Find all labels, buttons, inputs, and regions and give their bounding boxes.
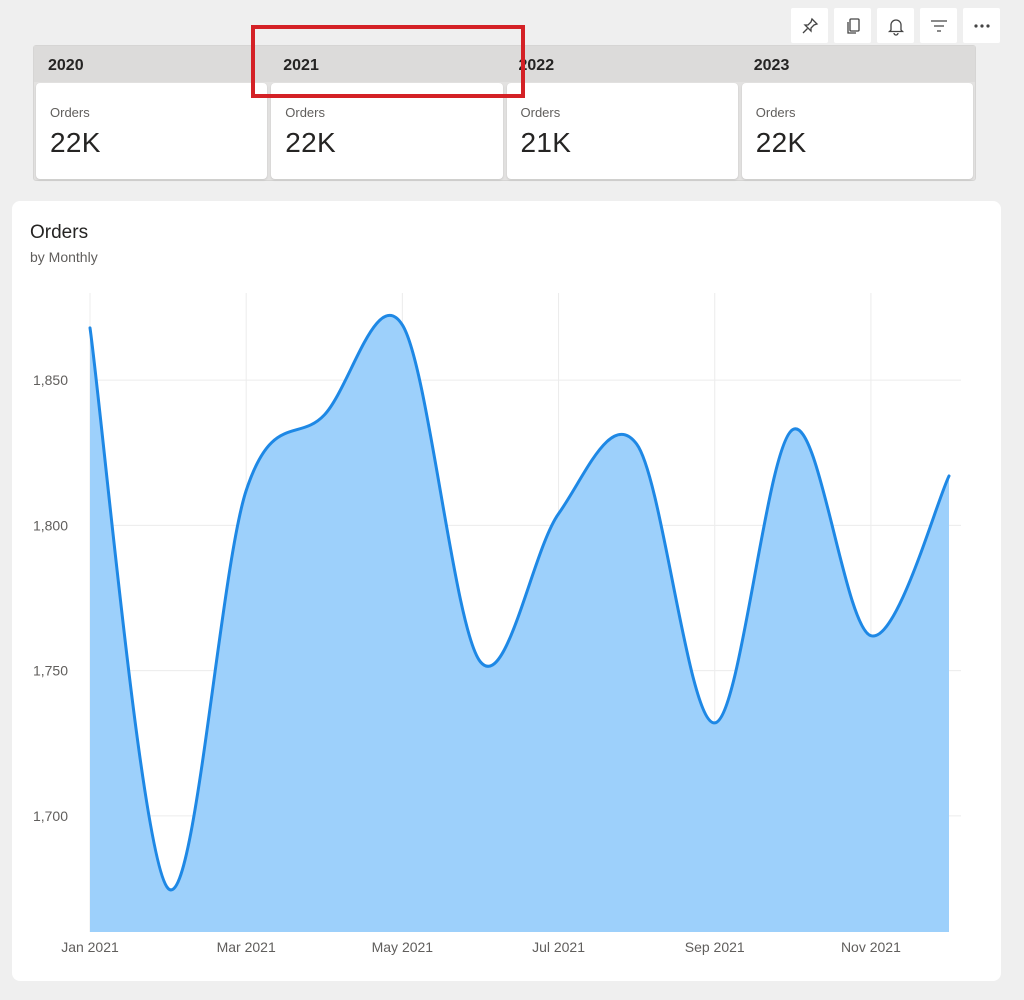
data-point[interactable]	[164, 884, 172, 892]
pin-icon	[802, 17, 818, 33]
orders-chart-panel[interactable]: Orders by Monthly 1,700 1,750 1,800 1,850 Ja…	[12, 201, 1001, 981]
data-point[interactable]	[633, 440, 641, 448]
orders-card[interactable]: Orders 22K	[741, 83, 973, 179]
x-tick-label: Jan 2021	[61, 939, 119, 955]
orders-area-chart[interactable]: 1,700 1,750 1,800 1,850 Jan 2021 Mar 2021 May …	[12, 201, 1001, 981]
y-tick-label: 1,850	[33, 372, 68, 388]
card-label: Orders	[755, 105, 796, 120]
year-panel-2021: 2021 Orders 22K	[269, 46, 505, 180]
orders-card[interactable]: Orders 22K	[36, 83, 268, 179]
x-tick-label: Mar 2021	[217, 939, 276, 955]
year-panel-2023: 2023 Orders 22K	[739, 46, 975, 180]
chart-subtitle: by Monthly	[30, 249, 98, 265]
copy-icon	[846, 17, 860, 34]
x-tick-label: May 2021	[372, 939, 434, 955]
area-fill	[90, 315, 949, 932]
y-tick-label: 1,800	[33, 517, 68, 533]
data-point[interactable]	[789, 426, 797, 434]
data-point[interactable]	[86, 324, 94, 332]
data-point[interactable]	[242, 487, 250, 495]
orders-card[interactable]: Orders 22K	[271, 83, 503, 179]
data-point[interactable]	[320, 411, 328, 419]
x-tick-label: Sep 2021	[685, 939, 745, 955]
more-icon	[973, 23, 990, 28]
pin-button[interactable]	[791, 8, 828, 43]
year-small-multiples: 2020 Orders 22K 2021 Orders 22K 2022 Ord…	[33, 45, 976, 181]
data-point[interactable]	[398, 321, 406, 329]
year-header: 2022	[504, 46, 740, 82]
card-value: 22K	[285, 127, 336, 158]
card-value: 22K	[50, 127, 101, 158]
year-panel-2022: 2022 Orders 21K	[504, 46, 740, 180]
y-tick-label: 1,750	[33, 663, 68, 679]
y-tick-label: 1,700	[33, 808, 68, 824]
series-line[interactable]	[88, 314, 951, 892]
orders-card[interactable]: Orders 21K	[506, 83, 738, 179]
data-point[interactable]	[945, 472, 953, 480]
year-panel-2020: 2020 Orders 22K	[34, 46, 270, 180]
card-label: Orders	[520, 105, 561, 120]
year-header: 2020	[34, 46, 270, 82]
x-tick-label: Nov 2021	[841, 939, 901, 955]
year-header: 2023	[739, 46, 975, 82]
data-point[interactable]	[711, 719, 719, 727]
x-tick-label: Jul 2021	[532, 939, 585, 955]
filter-button[interactable]	[920, 8, 957, 43]
card-value: 21K	[520, 127, 572, 158]
visual-toolbar	[791, 8, 1000, 43]
chart-title: Orders	[30, 222, 89, 243]
bell-icon	[887, 18, 904, 36]
year-header: 2021	[269, 46, 505, 82]
card-label: Orders	[50, 105, 90, 120]
filter-icon	[930, 19, 947, 32]
data-point[interactable]	[867, 632, 875, 640]
card-label: Orders	[285, 105, 325, 120]
alert-button[interactable]	[877, 8, 914, 43]
copy-button[interactable]	[834, 8, 871, 43]
data-point[interactable]	[476, 658, 484, 666]
more-options-button[interactable]	[963, 8, 1000, 43]
card-value: 22K	[755, 127, 807, 158]
data-point[interactable]	[555, 510, 563, 518]
